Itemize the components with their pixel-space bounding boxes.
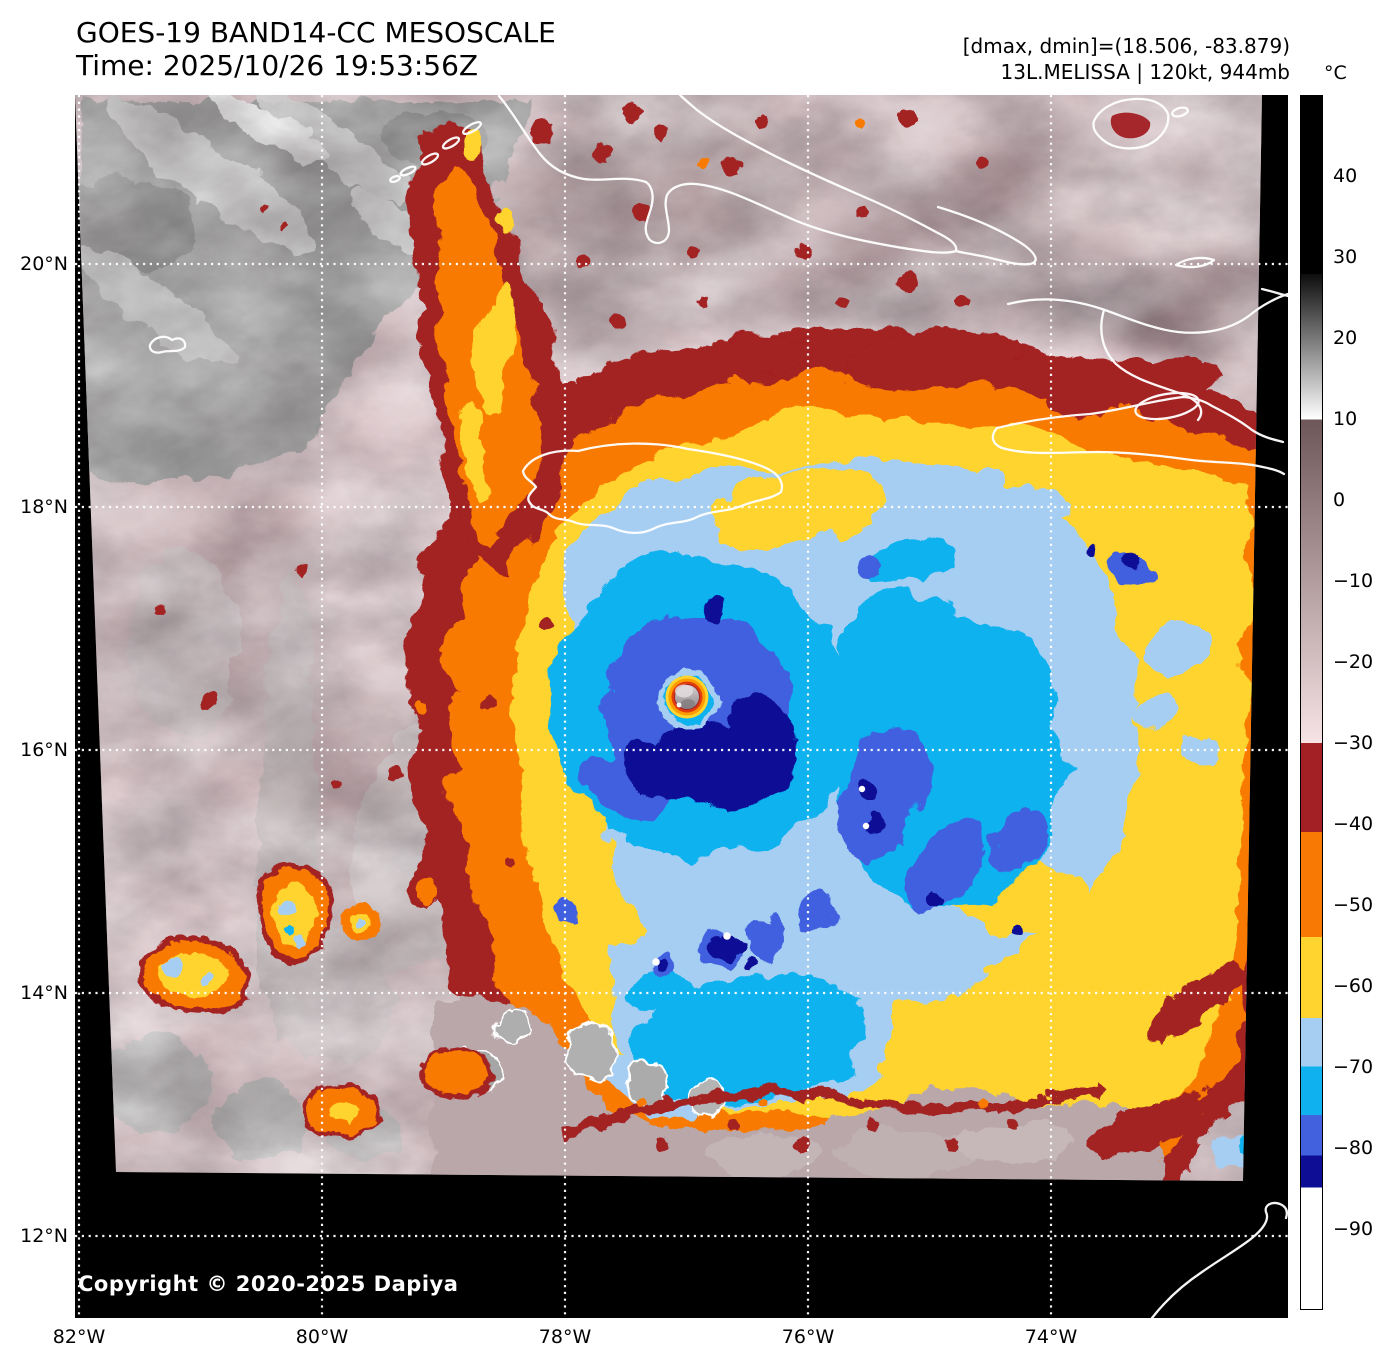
latitude-tick-label: 14°N xyxy=(20,982,68,1004)
colorbar-tick-label: −50 xyxy=(1333,894,1374,916)
haiti-south-peninsula-north-shore xyxy=(995,395,1285,444)
longitude-tick-label: 78°W xyxy=(538,1326,592,1348)
dmax-dmin-readout: [dmax, dmin]=(18.506, -83.879) xyxy=(962,34,1290,58)
colorbar-tick-label: −80 xyxy=(1333,1137,1374,1159)
latitude-tick-label: 20°N xyxy=(20,253,68,275)
timestamp: Time: 2025/10/26 19:53:56Z xyxy=(76,49,479,83)
gridlines xyxy=(75,95,1288,1318)
page-title: GOES-19 BAND14-CC MESOSCALE xyxy=(76,16,556,49)
latitude-tick-label: 18°N xyxy=(20,496,68,518)
colorbar-tick-label: −70 xyxy=(1333,1056,1374,1078)
copyright-text: Copyright © 2020-2025 Dapiya xyxy=(78,1272,459,1296)
header: GOES-19 BAND14-CC MESOSCALE Time: 2025/1… xyxy=(76,16,556,82)
colorbar-tick-label: −90 xyxy=(1333,1218,1374,1240)
colorbar-tick-label: −10 xyxy=(1333,570,1374,592)
colorbar-tick-label: −20 xyxy=(1333,651,1374,673)
colorbar-tick-label: 40 xyxy=(1333,165,1358,187)
longitude-tick-label: 76°W xyxy=(781,1326,835,1348)
south-america-coastline xyxy=(1150,1201,1289,1320)
longitude-tick-label: 82°W xyxy=(52,1326,106,1348)
cuba-cays xyxy=(389,121,482,184)
colorbar xyxy=(1300,95,1323,1310)
colorbar-tick-label: −60 xyxy=(1333,975,1374,997)
great-inagua xyxy=(1092,97,1189,150)
colorbar-tick-label: 20 xyxy=(1333,327,1358,349)
colorbar-tick-label: 10 xyxy=(1333,408,1358,430)
storm-intensity-readout: 13L.MELISSA | 120kt, 944mb xyxy=(1000,60,1290,85)
grand-cayman-coastline xyxy=(148,335,187,354)
coldest-tops xyxy=(652,785,870,966)
colorbar-tick-label: −40 xyxy=(1333,813,1374,835)
latitude-tick-label: 12°N xyxy=(20,1225,68,1247)
longitude-tick-label: 80°W xyxy=(295,1326,349,1348)
colorbar-tick-label: 0 xyxy=(1333,489,1346,511)
jamaica-coastline xyxy=(521,442,784,535)
cuba-coastline xyxy=(497,93,958,254)
cuba-east-tip-coastline xyxy=(936,205,1037,266)
coastlines xyxy=(148,93,1290,1320)
hurricane-eye xyxy=(656,666,718,728)
colorbar-tick-label: 30 xyxy=(1333,246,1358,268)
longitude-tick-label: 74°W xyxy=(1024,1326,1078,1348)
hispaniola-east-segment xyxy=(1260,287,1290,298)
tortuga-coastline xyxy=(1174,256,1216,269)
colorbar-unit-label: °C xyxy=(1324,62,1347,84)
haiti-south-peninsula-south-shore xyxy=(991,426,1286,476)
storm-info: [dmax, dmin]=(18.506, -83.879) 13L.MELIS… xyxy=(963,33,1290,86)
hispaniola-north-coastline xyxy=(1006,292,1290,334)
colorbar-tick-label: −30 xyxy=(1333,732,1374,754)
latitude-tick-label: 16°N xyxy=(20,739,68,761)
